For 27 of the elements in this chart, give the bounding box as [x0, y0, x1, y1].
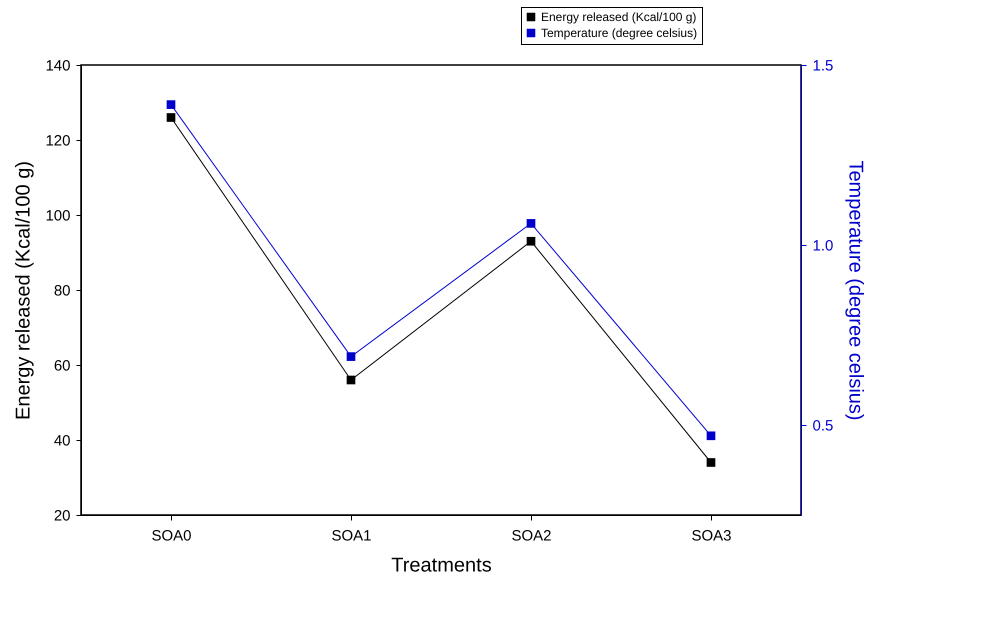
- y-tick-label: 80: [54, 282, 70, 300]
- y-tick-label: 20: [54, 508, 70, 524]
- x-tick-label: SOA3: [691, 528, 732, 544]
- point: [346, 376, 356, 384]
- y-tick-label: 120: [45, 132, 70, 150]
- y2-tick-label: 1.5: [812, 58, 834, 74]
- y2-tick-label: 1.0: [812, 238, 834, 254]
- point: [166, 100, 176, 109]
- x-tick-label: SOA0: [151, 528, 192, 544]
- y-tick-label: 100: [45, 208, 70, 224]
- y-axis-title: Energy released (Kcal/100 g): [12, 160, 34, 420]
- y2-axis-title: Temperature (degree celsius): [844, 160, 866, 421]
- point: [526, 236, 536, 246]
- y-tick-label: 60: [54, 358, 70, 374]
- y-tick-label: 140: [45, 58, 70, 74]
- point: [166, 113, 176, 122]
- legend-label: Temperature (degree celsius): [541, 26, 698, 40]
- point: [706, 458, 716, 467]
- y2-tick-label: 0.5: [812, 418, 834, 434]
- point: [526, 219, 536, 228]
- x-tick-label: SOA2: [511, 528, 552, 544]
- x-axis-title: Treatments: [391, 554, 492, 576]
- y-tick-label: 40: [54, 432, 70, 450]
- x-tick-label: SOA1: [331, 528, 372, 544]
- legend-label: Energy released (Kcal/100 g): [541, 10, 696, 24]
- point: [346, 352, 356, 361]
- point: [706, 431, 716, 440]
